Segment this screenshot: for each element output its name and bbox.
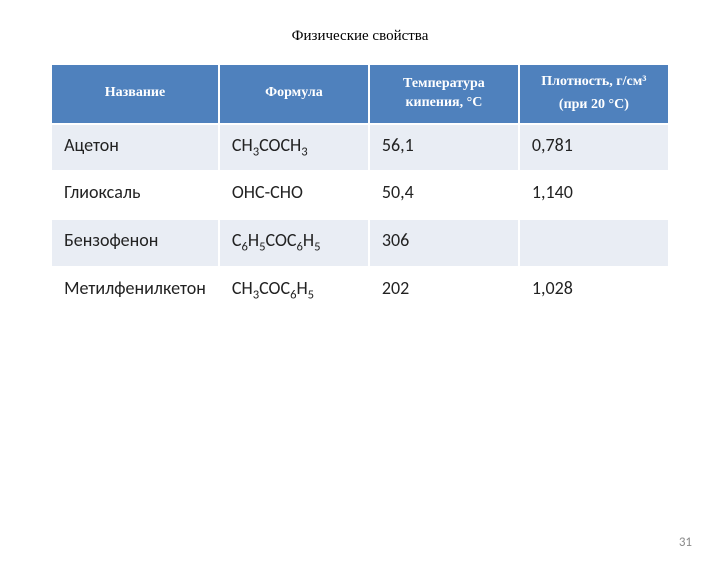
cell-name: Бензофенон — [51, 219, 219, 267]
table-row: БензофенонC6H5COC6H5306 — [51, 219, 669, 267]
cell-density: 0,781 — [519, 124, 669, 172]
cell-density: 1,140 — [519, 171, 669, 219]
cell-formula: CH3COC6H5 — [219, 267, 369, 315]
col-header-density: Плотность, г/см³ (при 20 °C) — [519, 64, 669, 124]
table-row: АцетонCH3COCH356,10,781 — [51, 124, 669, 172]
table-row: ГлиоксальOHC-CHO50,41,140 — [51, 171, 669, 219]
density-header-line2: (при 20 °C) — [526, 96, 662, 115]
cell-name: Глиоксаль — [51, 171, 219, 219]
cell-name: Метилфенилкетон — [51, 267, 219, 315]
table-body: АцетонCH3COCH356,10,781ГлиоксальOHC-CHO5… — [51, 124, 669, 314]
cell-density: 1,028 — [519, 267, 669, 315]
cell-boiling: 306 — [369, 219, 519, 267]
col-header-formula: Формула — [219, 64, 369, 124]
cell-boiling: 202 — [369, 267, 519, 315]
density-header-line1: Плотность, г/см³ — [541, 74, 646, 89]
table-header-row: Название Формула Температура кипения, °C… — [51, 64, 669, 124]
cell-boiling: 50,4 — [369, 171, 519, 219]
col-header-name: Название — [51, 64, 219, 124]
page-number: 31 — [679, 535, 692, 550]
page-title: Физические свойства — [0, 28, 720, 45]
cell-name: Ацетон — [51, 124, 219, 172]
cell-density — [519, 219, 669, 267]
cell-formula: C6H5COC6H5 — [219, 219, 369, 267]
cell-formula: CH3COCH3 — [219, 124, 369, 172]
table-row: МетилфенилкетонCH3COC6H52021,028 — [51, 267, 669, 315]
cell-formula: OHC-CHO — [219, 171, 369, 219]
cell-boiling: 56,1 — [369, 124, 519, 172]
physical-properties-table: Название Формула Температура кипения, °C… — [50, 63, 670, 315]
col-header-boiling: Температура кипения, °C — [369, 64, 519, 124]
